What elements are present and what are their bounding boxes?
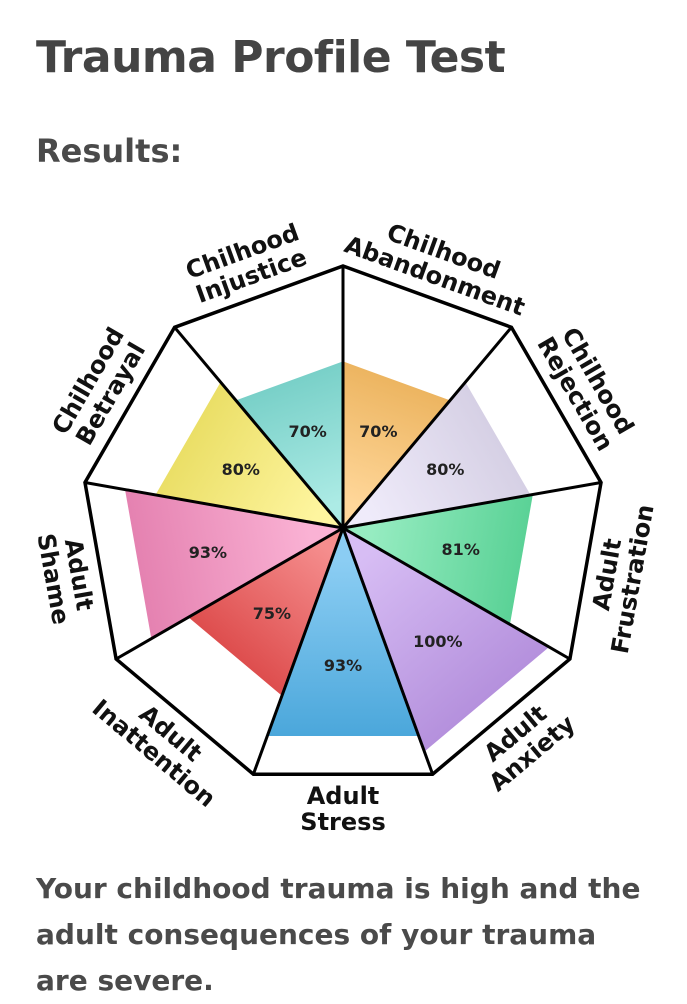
page-title: Trauma Profile Test: [36, 32, 506, 83]
value-label: 80%: [222, 460, 260, 479]
spoke-line: [342, 481, 602, 530]
slice-adult-anxiety: [343, 528, 550, 752]
value-label: 80%: [426, 460, 464, 479]
value-label: 75%: [253, 604, 291, 623]
category-label: Adult: [307, 782, 380, 810]
spoke-line: [251, 527, 345, 775]
spoke-line: [84, 481, 344, 530]
spoke-line: [341, 527, 435, 775]
value-label: 93%: [324, 656, 362, 675]
category-label: Stress: [300, 808, 385, 836]
result-summary: Your childhood trauma is high and the ad…: [36, 872, 641, 997]
spoke-line: [341, 326, 513, 529]
chart-outline: [83, 264, 603, 776]
value-label: 100%: [413, 632, 462, 651]
value-label: 70%: [359, 422, 397, 441]
slice-adult-shame: [125, 489, 344, 639]
value-label: 93%: [189, 543, 227, 562]
results-heading: Results:: [36, 132, 183, 170]
spoke-line: [342, 526, 571, 661]
slice-chilhood-abandonment: [343, 361, 451, 528]
slice-chilhood-rejection: [343, 382, 531, 528]
slice-adult-stress: [267, 528, 419, 736]
spoke-line: [173, 326, 345, 529]
value-label: 70%: [289, 422, 327, 441]
slice-chilhood-injustice: [235, 361, 343, 528]
slice-chilhood-betrayal: [155, 382, 343, 528]
value-label: 81%: [442, 540, 480, 559]
slice-adult-inattention: [188, 528, 343, 696]
slice-adult-frustration: [343, 494, 533, 625]
spoke-line: [115, 526, 344, 661]
